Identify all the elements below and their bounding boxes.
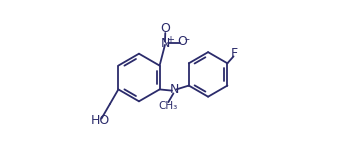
Text: –: – [185,34,190,44]
Text: +: + [165,35,174,45]
Text: CH₃: CH₃ [159,101,178,111]
Text: O: O [178,35,187,48]
Text: O: O [160,22,170,35]
Text: N: N [170,83,179,96]
Text: HO: HO [91,114,110,127]
Text: F: F [231,47,238,60]
Text: N: N [160,37,170,50]
